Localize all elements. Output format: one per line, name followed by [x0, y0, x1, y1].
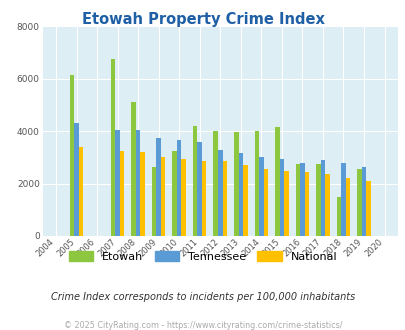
Bar [295, 164, 299, 236]
Bar [340, 163, 345, 236]
Bar [299, 163, 304, 236]
Bar [254, 131, 258, 236]
Bar [365, 181, 370, 236]
Bar [217, 149, 222, 236]
Bar [356, 169, 361, 236]
Text: Crime Index corresponds to incidents per 100,000 inhabitants: Crime Index corresponds to incidents per… [51, 292, 354, 302]
Bar [151, 167, 156, 236]
Bar [336, 197, 340, 236]
Bar [213, 131, 217, 236]
Bar [361, 167, 365, 236]
Bar [263, 169, 267, 236]
Bar [172, 151, 177, 236]
Bar [243, 165, 247, 236]
Bar [79, 147, 83, 236]
Bar [111, 59, 115, 236]
Text: © 2025 CityRating.com - https://www.cityrating.com/crime-statistics/: © 2025 CityRating.com - https://www.city… [64, 321, 341, 330]
Bar [345, 178, 350, 236]
Bar [136, 130, 140, 236]
Bar [177, 140, 181, 236]
Bar [192, 126, 197, 236]
Bar [181, 159, 185, 236]
Bar [275, 127, 279, 236]
Bar [119, 151, 124, 236]
Bar [115, 130, 119, 236]
Bar [320, 160, 324, 236]
Bar [197, 142, 201, 236]
Bar [70, 75, 74, 236]
Bar [222, 161, 226, 236]
Bar [233, 132, 238, 236]
Bar [238, 153, 243, 236]
Bar [160, 157, 165, 236]
Text: Etowah Property Crime Index: Etowah Property Crime Index [81, 12, 324, 26]
Bar [258, 157, 263, 236]
Bar [74, 123, 79, 236]
Bar [156, 138, 160, 236]
Bar [315, 164, 320, 236]
Bar [201, 161, 206, 236]
Bar [140, 152, 145, 236]
Bar [284, 171, 288, 236]
Bar [279, 159, 283, 236]
Bar [324, 174, 329, 236]
Legend: Etowah, Tennessee, National: Etowah, Tennessee, National [64, 247, 341, 267]
Bar [304, 172, 309, 236]
Bar [131, 102, 136, 236]
